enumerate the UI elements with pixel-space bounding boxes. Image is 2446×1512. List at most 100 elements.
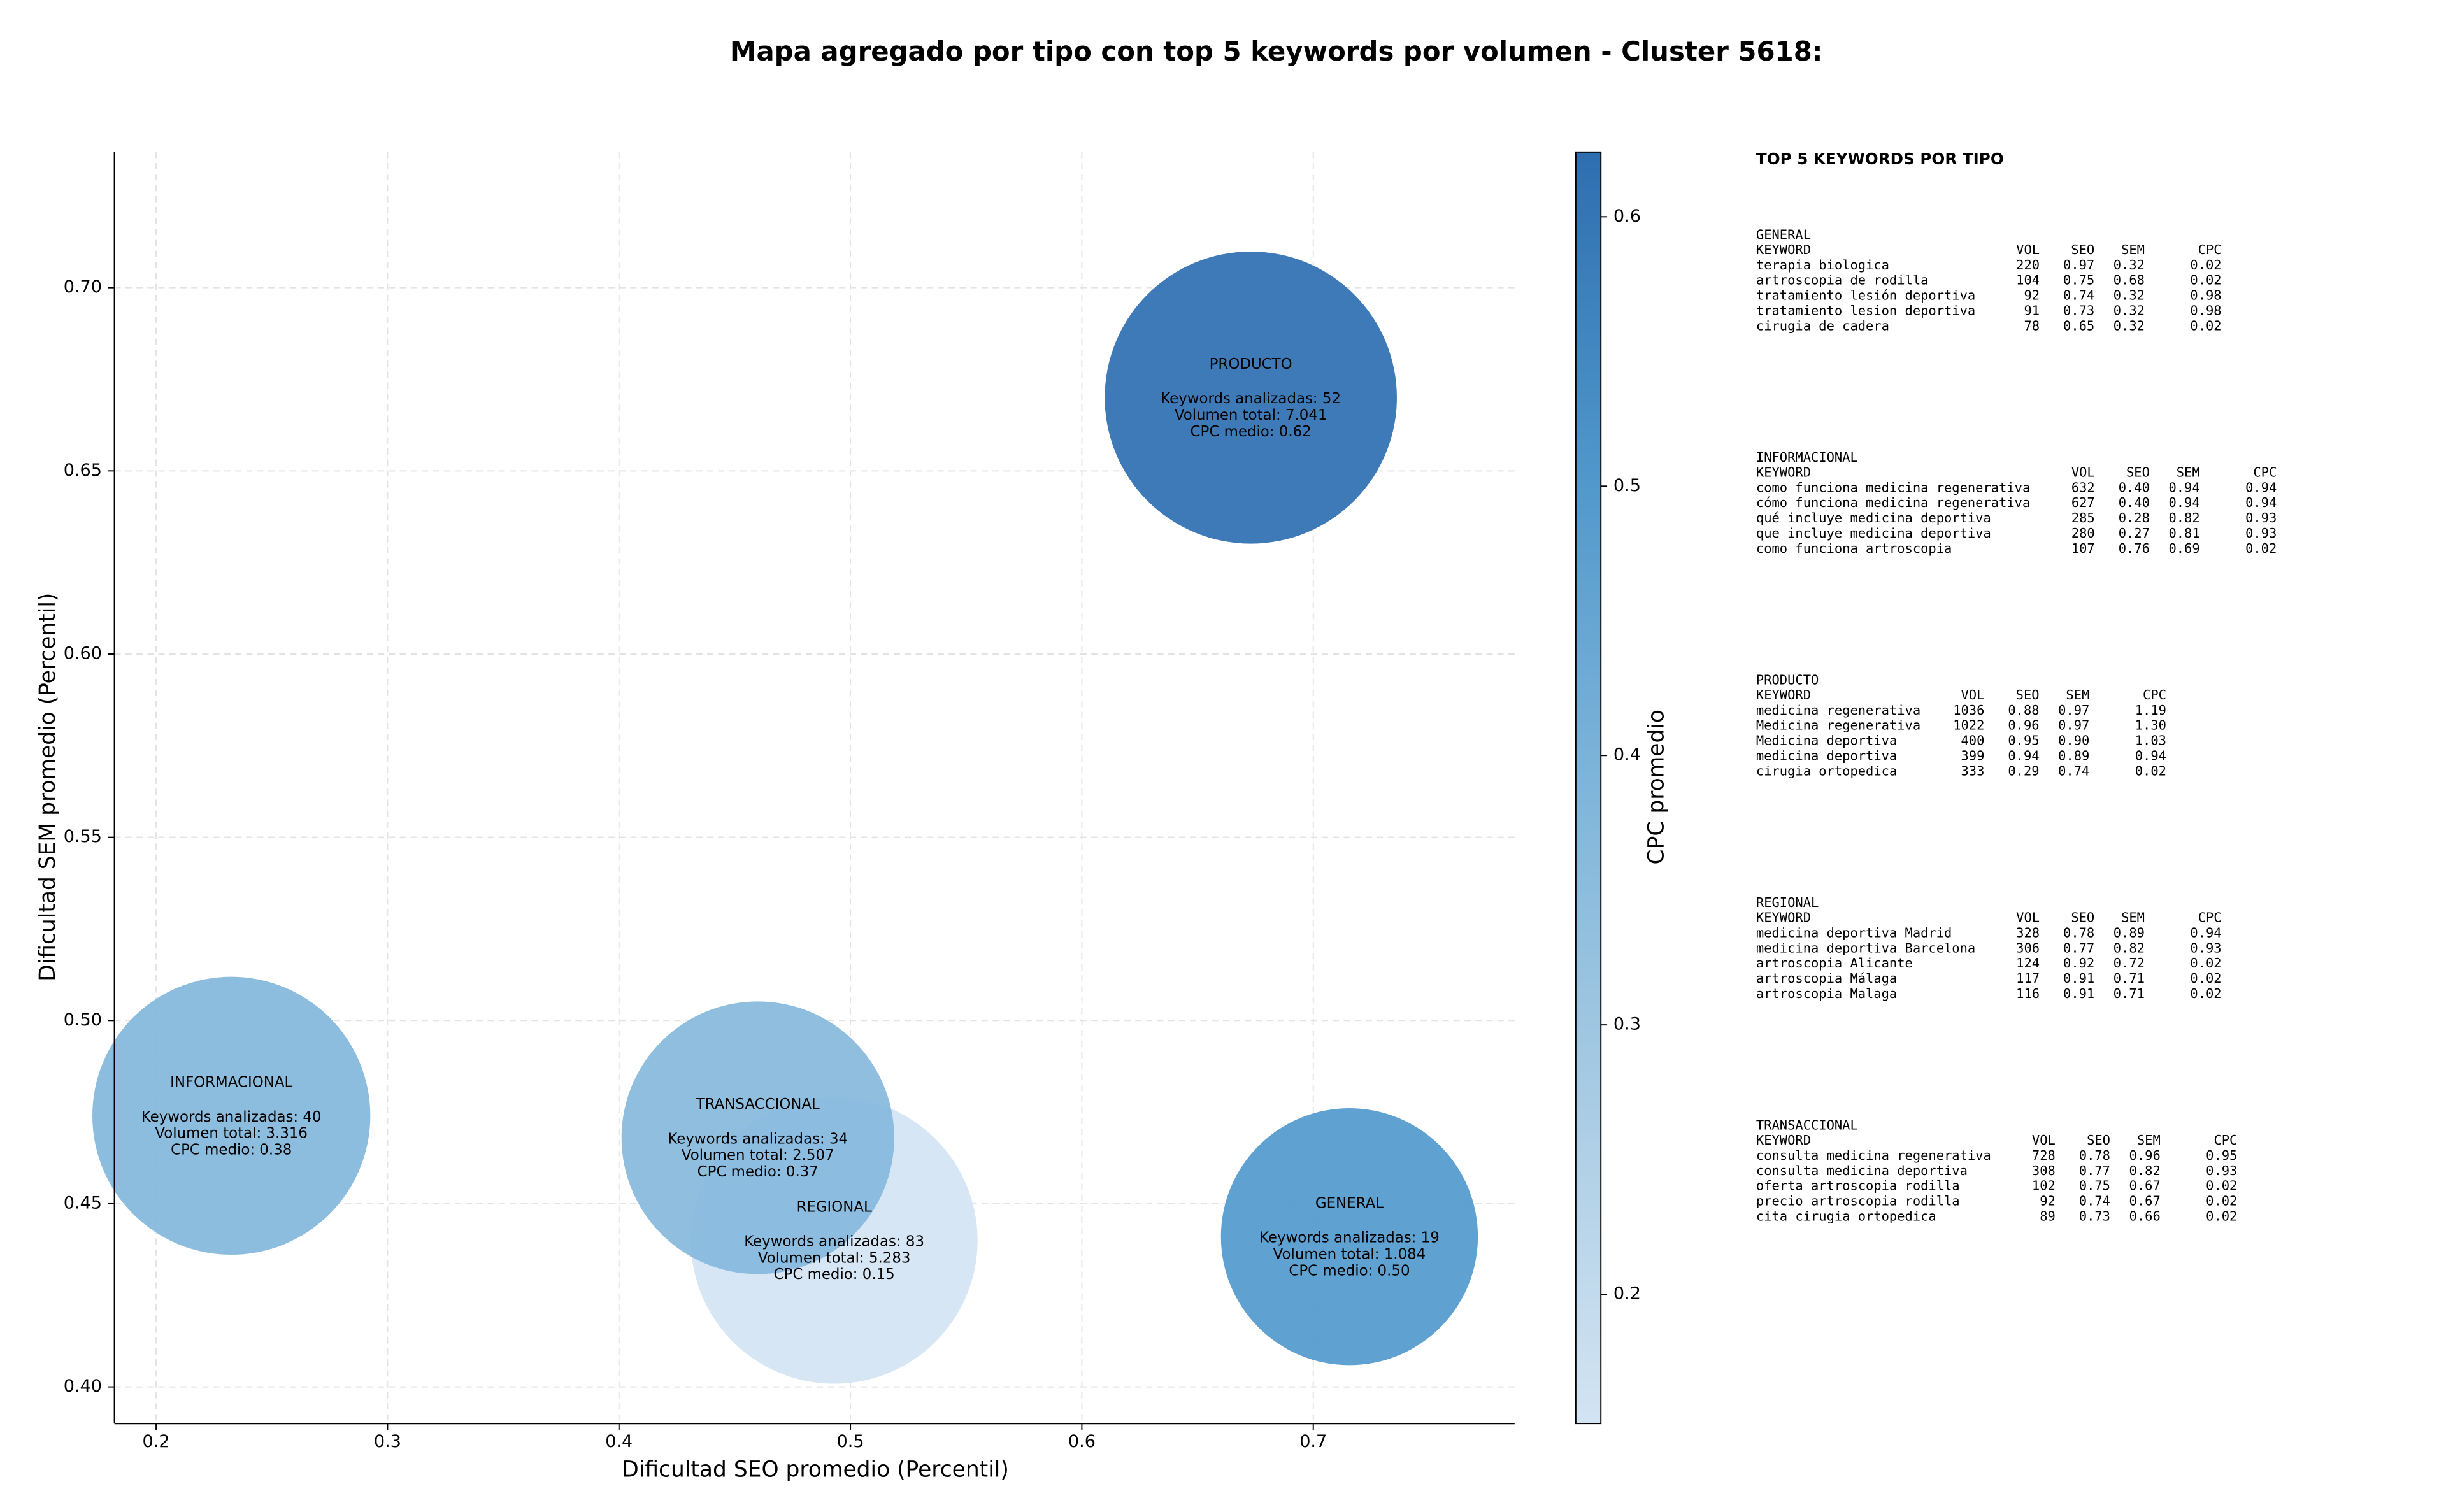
table-cell: 107 (2071, 541, 2095, 556)
column-header: VOL (2071, 464, 2095, 480)
colorbar-gradient (1575, 151, 1602, 1425)
column-header: VOL (1961, 687, 1985, 703)
bubble-label: TRANSACCIONAL (696, 1096, 820, 1113)
table-cell: 1.30 (2135, 718, 2166, 733)
x-tick-label: 0.6 (1068, 1432, 1096, 1451)
bubbles (92, 251, 1478, 1384)
column-header: SEO (2071, 910, 2094, 925)
table-cell: 0.02 (2206, 1178, 2237, 1194)
column-header: KEYWORD (1756, 1132, 1811, 1148)
bubble (1105, 251, 1397, 544)
table-cell: como funciona medicina regenerativa (1756, 480, 2030, 495)
table-cell: 328 (2016, 925, 2040, 940)
table-cell: 116 (2016, 986, 2040, 1001)
column-header: VOL (2032, 1132, 2056, 1148)
table-cell: medicina deportiva Madrid (1756, 925, 1952, 940)
table-cell: 0.94 (2245, 495, 2277, 510)
bubble-label: INFORMACIONAL (170, 1074, 292, 1091)
column-header: CPC (2198, 910, 2222, 925)
table-cell: 0.02 (2206, 1194, 2237, 1209)
column-header: VOL (2016, 242, 2040, 257)
table-cell: 91 (2024, 303, 2040, 318)
bubble-annotation: Keywords analizadas: 83 (744, 1233, 924, 1250)
column-header: SEM (2066, 687, 2089, 703)
table-cell: 0.94 (2008, 748, 2039, 763)
table-cell: tratamiento lesion deportiva (1756, 303, 1975, 318)
table-cell: 0.97 (2058, 718, 2089, 733)
table-cell: consulta medicina deportiva (1756, 1163, 1968, 1178)
table-cell: 220 (2016, 257, 2040, 273)
table-cell: 102 (2032, 1178, 2056, 1194)
table-cell: 0.93 (2206, 1163, 2237, 1178)
bubble-labels: INFORMACIONAL Keywords analizadas: 40 Volu… (141, 356, 1440, 1283)
table-cell: 0.02 (2190, 971, 2221, 986)
table-cell: cómo funciona medicina regenerativa (1756, 495, 2030, 510)
column-header: CPC (2214, 1132, 2237, 1148)
column-header: KEYWORD (1756, 910, 1811, 925)
table-cell: Medicina regenerativa (1756, 718, 1920, 733)
table-cell: 0.27 (2119, 525, 2150, 541)
table-cell: medicina regenerativa (1756, 703, 1920, 718)
table-cell: como funciona artroscopia (1756, 541, 1952, 556)
column-header: KEYWORD (1756, 242, 1811, 257)
colorbar-tick-label: 0.6 (1613, 206, 1641, 226)
table-cell: cirugia ortopedica (1756, 763, 1897, 778)
table-cell: 0.93 (2190, 940, 2221, 955)
table-cell: 0.93 (2245, 525, 2277, 541)
table-cell: 0.02 (2190, 273, 2221, 288)
bubble-annotation: CPC medio: 0.62 (1191, 424, 1312, 440)
table-cell: 0.68 (2113, 273, 2145, 288)
table-cell: 285 (2071, 510, 2095, 525)
table-cell: 0.29 (2008, 763, 2039, 778)
table-cell: 0.94 (2168, 495, 2199, 510)
table-cell: que incluye medicina deportiva (1756, 525, 1991, 541)
table-cell: 280 (2071, 525, 2095, 541)
table-cell: cita cirugia ortopedica (1756, 1208, 1936, 1223)
table-cell: consulta medicina regenerativa (1756, 1148, 1991, 1163)
table-cell: 0.96 (2129, 1148, 2161, 1163)
bubble-annotation: Keywords analizadas: 40 (141, 1109, 322, 1125)
column-header: SEO (2087, 1132, 2110, 1148)
section-title: GENERAL (1756, 227, 1811, 242)
table-cell: 1036 (1953, 703, 1984, 718)
column-header: SEM (2121, 910, 2145, 925)
table-cell: 0.40 (2119, 480, 2150, 495)
table-cell: 92 (2024, 288, 2040, 303)
table-cell: 0.82 (2168, 510, 2199, 525)
table-cell: 308 (2032, 1163, 2056, 1178)
table-cell: 1022 (1953, 718, 1984, 733)
column-header: KEYWORD (1756, 464, 1811, 480)
table-cell: 0.90 (2058, 733, 2089, 748)
x-axis-label: Dificultad SEO promedio (Percentil) (622, 1457, 1009, 1482)
table-cell: 1.03 (2135, 733, 2166, 748)
table-cell: 0.78 (2063, 925, 2094, 940)
table-cell: 0.02 (2245, 541, 2277, 556)
bubble-annotation: Volumen total: 7.041 (1175, 407, 1327, 424)
table-cell: 0.76 (2119, 541, 2150, 556)
table-cell: 0.88 (2008, 703, 2039, 718)
table-cell: 0.71 (2113, 971, 2145, 986)
table-cell: 0.74 (2058, 763, 2089, 778)
table-cell: 0.94 (2245, 480, 2277, 495)
table-cell: 306 (2016, 940, 2040, 955)
table-cell: 0.75 (2079, 1178, 2110, 1194)
table-cell: 333 (1961, 763, 1985, 778)
table-cell: artroscopia de rodilla (1756, 273, 1929, 288)
table-cell: 0.67 (2129, 1178, 2161, 1194)
table-cell: artroscopia Malaga (1756, 986, 1897, 1001)
table-cell: 0.93 (2245, 510, 2277, 525)
table-cell: 0.71 (2113, 986, 2145, 1001)
bubble-annotation: Volumen total: 1.084 (1273, 1246, 1426, 1263)
table-cell: 0.02 (2190, 318, 2221, 333)
table-cell: 0.74 (2079, 1194, 2110, 1209)
table-cell: 0.91 (2063, 971, 2094, 986)
table-cell: 0.66 (2129, 1208, 2161, 1223)
table-cell: 104 (2016, 273, 2040, 288)
x-tick-label: 0.5 (837, 1432, 864, 1451)
table-cell: 0.97 (2063, 257, 2094, 273)
y-tick-label: 0.45 (64, 1193, 102, 1213)
x-tick-label: 0.3 (374, 1432, 401, 1451)
bubble-label: GENERAL (1315, 1195, 1384, 1212)
table-cell: 0.75 (2063, 273, 2094, 288)
table-cell: 0.89 (2113, 925, 2145, 940)
